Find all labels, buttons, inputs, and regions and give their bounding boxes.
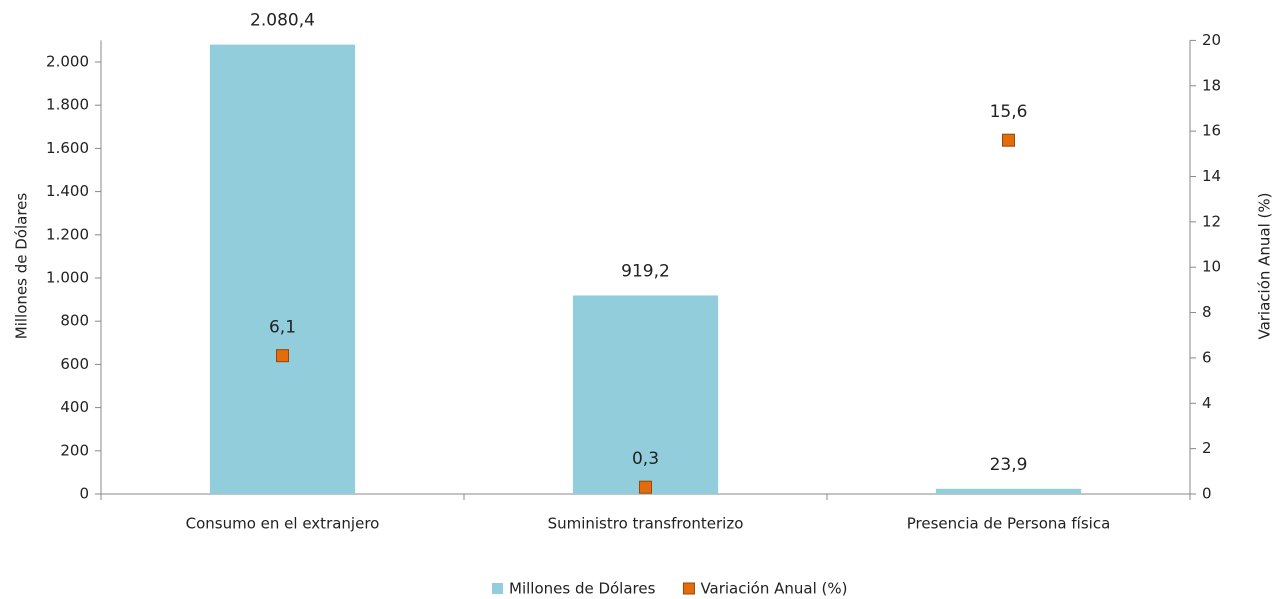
y2-tick-label: 6 xyxy=(1202,348,1212,366)
x-tick-label: Consumo en el extranjero xyxy=(186,515,380,533)
bar xyxy=(935,488,1082,494)
legend-swatch xyxy=(492,583,503,594)
y2-tick-label: 16 xyxy=(1202,122,1221,140)
legend-label: Variación Anual (%) xyxy=(700,580,847,598)
marker xyxy=(1002,133,1015,147)
y-tick-label: 200 xyxy=(60,441,89,459)
x-tick-label: Presencia de Persona física xyxy=(907,515,1111,533)
data-label: 919,2 xyxy=(621,261,670,281)
y2-tick-label: 20 xyxy=(1202,31,1221,49)
data-label: 15,6 xyxy=(990,102,1028,122)
y2-tick-label: 2 xyxy=(1202,439,1212,457)
data-label: 0,3 xyxy=(632,449,659,469)
marker xyxy=(276,349,289,363)
y2-tick-label: 14 xyxy=(1202,167,1221,185)
bar xyxy=(209,44,356,494)
y-tick-label: 0 xyxy=(79,485,89,503)
y-axis-title: Millones de Dólares xyxy=(13,193,31,340)
y-tick-label: 800 xyxy=(60,312,89,330)
x-tick-label: Suministro transfronterizo xyxy=(548,515,744,533)
y2-tick-label: 4 xyxy=(1202,394,1212,412)
legend-swatch xyxy=(682,582,695,595)
y2-tick-label: 18 xyxy=(1202,76,1221,94)
legend-label: Millones de Dólares xyxy=(509,580,656,598)
y2-tick-label: 8 xyxy=(1202,303,1212,321)
y-tick-label: 1.200 xyxy=(46,225,89,243)
y-tick-label: 1.600 xyxy=(46,139,89,157)
data-label: 2.080,4 xyxy=(250,11,315,31)
y2-tick-label: 10 xyxy=(1202,258,1221,276)
y-tick-label: 1.000 xyxy=(46,269,89,287)
y-tick-label: 2.000 xyxy=(46,53,89,71)
data-label: 6,1 xyxy=(269,318,296,338)
y-tick-label: 1.800 xyxy=(46,96,89,114)
marker xyxy=(639,480,652,494)
y2-tick-label: 12 xyxy=(1202,212,1221,230)
data-label: 23,9 xyxy=(990,455,1028,475)
y-tick-label: 400 xyxy=(60,398,89,416)
y-tick-label: 1.400 xyxy=(46,182,89,200)
bar xyxy=(572,295,719,494)
y2-tick-label: 0 xyxy=(1202,485,1212,503)
y2-axis-title: Variación Anual (%) xyxy=(1256,192,1274,339)
y-tick-label: 600 xyxy=(60,355,89,373)
